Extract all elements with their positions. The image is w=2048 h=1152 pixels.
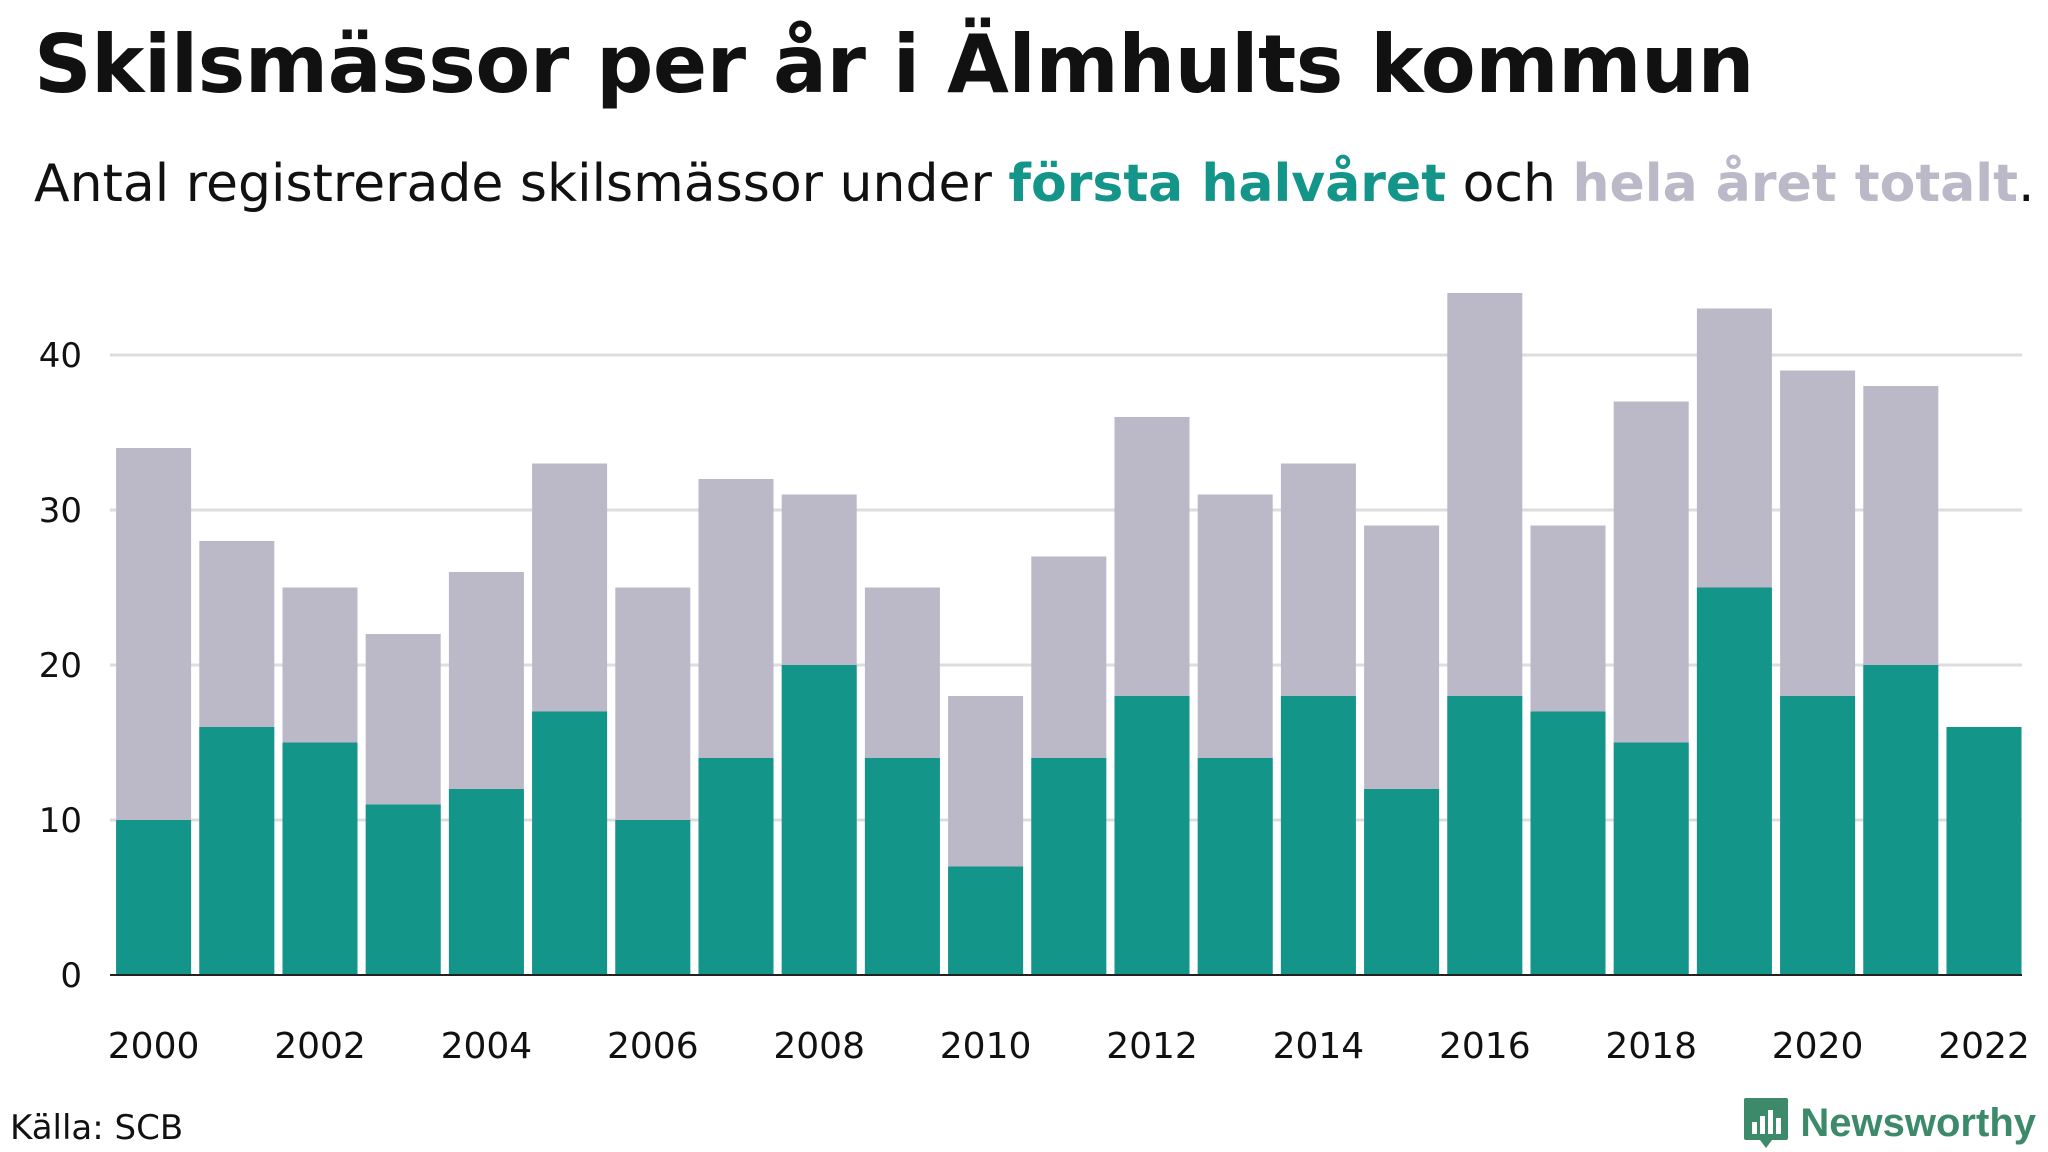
y-tick-label-10: 10	[39, 801, 82, 841]
bar-first-half-2000	[116, 820, 192, 975]
bar-first-half-2022	[1946, 727, 2022, 975]
bar-first-half-2004	[448, 789, 524, 975]
x-tick-label-2010: 2010	[940, 1026, 1032, 1067]
bar-first-half-2001	[199, 727, 275, 975]
bar-first-half-2010	[948, 866, 1024, 975]
x-tick-label-2016: 2016	[1439, 1026, 1531, 1067]
bar-first-half-2002	[282, 742, 358, 975]
x-tick-label-2002: 2002	[274, 1026, 366, 1067]
x-tick-label-2018: 2018	[1605, 1026, 1697, 1067]
bar-first-half-2013	[1197, 758, 1273, 975]
bar-first-half-2019	[1696, 587, 1772, 975]
bar-first-half-2003	[365, 804, 441, 975]
bar-first-half-2018	[1613, 742, 1689, 975]
x-tick-label-2012: 2012	[1106, 1026, 1198, 1067]
newsworthy-chart-badge-icon	[1744, 1098, 1789, 1148]
bar-first-half-2020	[1780, 696, 1856, 975]
x-tick-label-2022: 2022	[1938, 1026, 2030, 1067]
bar-first-half-2011	[1031, 758, 1107, 975]
x-tick-label-2008: 2008	[773, 1026, 865, 1067]
x-tick-label-2004: 2004	[441, 1026, 533, 1067]
bar-first-half-2014	[1280, 696, 1356, 975]
bar-first-half-2006	[615, 820, 691, 975]
bar-first-half-2008	[781, 665, 857, 975]
bar-first-half-2016	[1447, 696, 1523, 975]
newsworthy-logo: Newsworthy	[1742, 1096, 2036, 1150]
bar-first-half-2005	[532, 711, 608, 975]
y-tick-label-20: 20	[39, 646, 82, 686]
subtitle-suffix: .	[2017, 154, 2035, 214]
y-tick-label-0: 0	[60, 956, 82, 996]
chart-subtitle: Antal registrerade skilsmässor under för…	[34, 154, 2035, 214]
bar-first-half-2015	[1364, 789, 1440, 975]
subtitle-middle: och	[1446, 154, 1573, 214]
logo-text: Newsworthy	[1800, 1100, 2036, 1145]
y-tick-label-40: 40	[39, 336, 82, 376]
bar-first-half-2007	[698, 758, 774, 975]
bar-first-half-2021	[1863, 665, 1939, 975]
legend-first-half: första halvåret	[1008, 154, 1447, 214]
bar-first-half-2017	[1530, 711, 1606, 975]
legend-whole-year: hela året totalt	[1572, 154, 2018, 214]
chart-title: Skilsmässor per år i Älmhults kommun	[34, 18, 1754, 111]
y-tick-label-30: 30	[39, 491, 82, 531]
source-note: Källa: SCB	[10, 1108, 184, 1148]
bar-first-half-2012	[1114, 696, 1190, 975]
x-tick-label-2020: 2020	[1772, 1026, 1864, 1067]
x-tick-label-2006: 2006	[607, 1026, 699, 1067]
subtitle-prefix: Antal registrerade skilsmässor under	[34, 154, 1009, 214]
x-tick-label-2014: 2014	[1273, 1026, 1365, 1067]
x-tick-label-2000: 2000	[108, 1026, 200, 1067]
bar-first-half-2009	[864, 758, 940, 975]
